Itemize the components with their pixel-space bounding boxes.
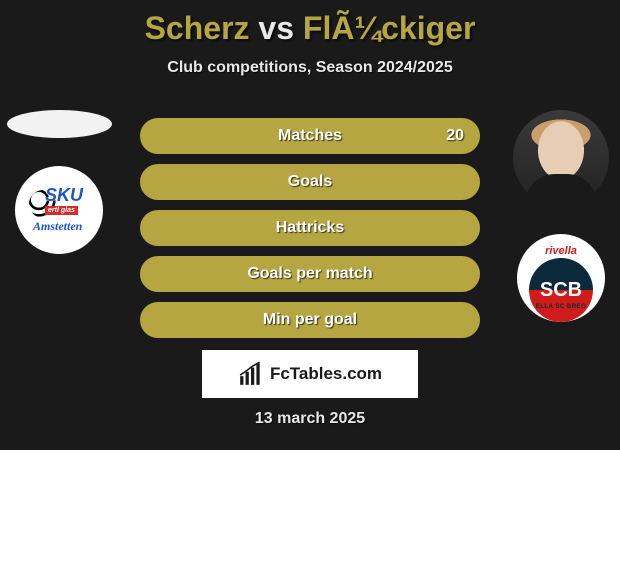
stat-label: Matches: [278, 127, 342, 145]
club2-abbr: SCB: [529, 258, 593, 322]
card-title: Scherz vs FlÃ¼ckiger: [0, 0, 620, 47]
stat-row-min-per-goal: Min per goal: [140, 302, 480, 338]
club2-ring-text: ELLA SC BREG: [536, 304, 586, 310]
stats-list: Matches 20 Goals Hattricks Goals per mat…: [140, 118, 480, 338]
left-column: SKU ertl glas Amstetten: [4, 110, 114, 254]
brand-badge: FcTables.com: [202, 350, 418, 398]
stat-label: Hattricks: [276, 219, 344, 237]
player1-avatar: [7, 110, 112, 138]
stat-row-goals: Goals: [140, 164, 480, 200]
club1-city: Amstetten: [33, 220, 82, 232]
stat-label: Min per goal: [263, 311, 357, 329]
stat-row-goals-per-match: Goals per match: [140, 256, 480, 292]
stat-label: Goals: [288, 173, 332, 191]
date-text: 13 march 2025: [0, 410, 620, 428]
right-column: rivella SCB ELLA SC BREG: [506, 110, 616, 322]
club1-abbr: SKU: [45, 186, 83, 204]
player2-name: FlÃ¼ckiger: [303, 10, 476, 46]
player2-club-logo: rivella SCB ELLA SC BREG: [517, 234, 605, 322]
stat-label: Goals per match: [247, 265, 372, 283]
stat-row-hattricks: Hattricks: [140, 210, 480, 246]
bar-chart-icon: [238, 361, 264, 387]
stat-right-value: 20: [446, 127, 464, 145]
card-subtitle: Club competitions, Season 2024/2025: [0, 59, 620, 77]
vs-label: vs: [258, 10, 294, 46]
player1-club-logo: SKU ertl glas Amstetten: [15, 166, 103, 254]
stat-row-matches: Matches 20: [140, 118, 480, 154]
player2-avatar: [513, 110, 609, 206]
brand-text: FcTables.com: [270, 364, 382, 384]
club1-sponsor: ertl glas: [45, 206, 78, 215]
club2-sponsor: rivella: [545, 246, 577, 257]
player1-name: Scherz: [145, 10, 250, 46]
comparison-card: Scherz vs FlÃ¼ckiger Club competitions, …: [0, 0, 620, 450]
